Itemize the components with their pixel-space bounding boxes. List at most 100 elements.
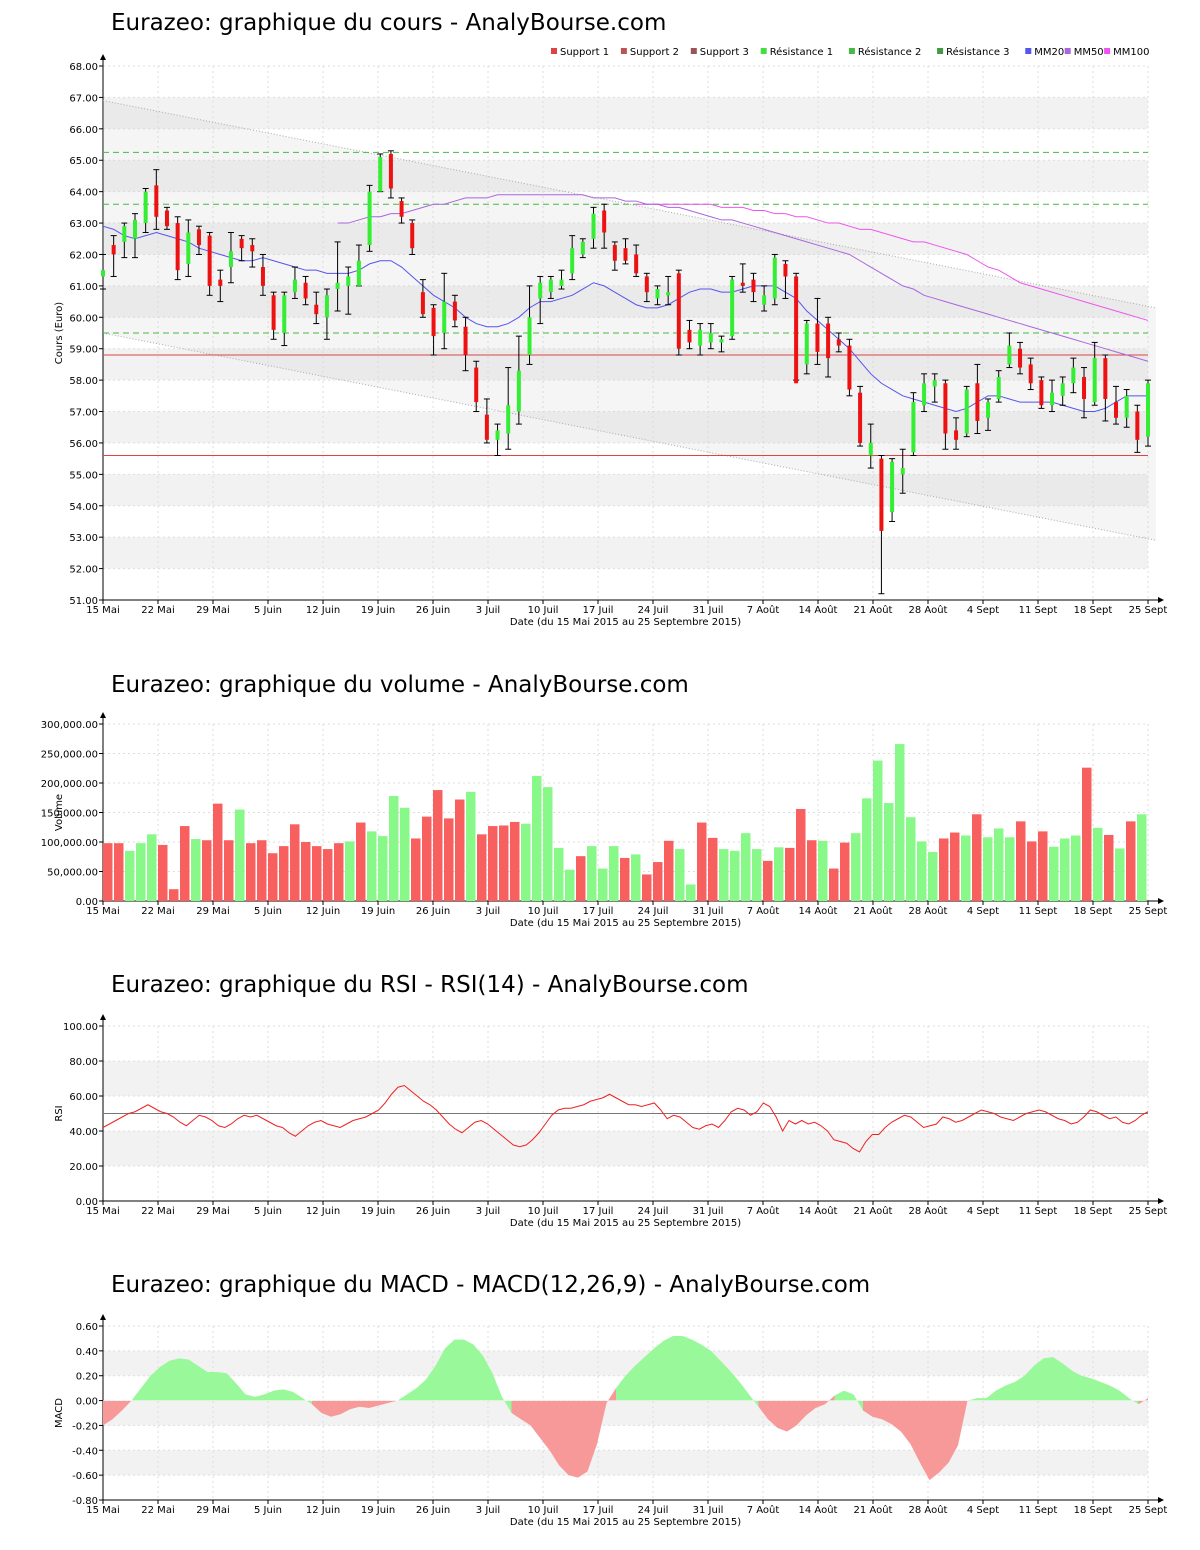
legend-swatch — [937, 48, 944, 54]
volume-bar — [939, 838, 949, 901]
legend-swatch — [848, 48, 855, 54]
candle-body — [900, 468, 905, 475]
legend-swatch — [1064, 48, 1071, 54]
price-xtick-label: 22 Mai — [141, 605, 174, 616]
price-xtick-label: 4 Sept — [967, 605, 999, 616]
rsi-chart-title: Eurazeo: graphique du RSI - RSI(14) - An… — [111, 972, 749, 998]
volume-bar — [235, 809, 245, 901]
volume-bar — [191, 839, 201, 901]
candle-body — [868, 442, 873, 456]
volume-bar — [279, 846, 289, 901]
candle-body — [101, 270, 105, 277]
rsi-xtick-label: 28 Août — [909, 1205, 948, 1217]
volume-bar — [1104, 834, 1114, 901]
price-xtick-label: 14 Août — [799, 604, 838, 616]
price-ytick-label: 64.00 — [69, 188, 98, 199]
volume-bar — [576, 856, 586, 901]
candle-body — [858, 392, 863, 443]
candle-body — [559, 279, 564, 286]
volume-ytick-label: 0.00 — [76, 897, 98, 908]
price-xtick-label: 7 Août — [747, 604, 780, 616]
price-channel-upper — [102, 100, 1156, 309]
candle-body — [175, 223, 180, 271]
candle-body — [1082, 376, 1087, 399]
macd-xtick-label: 29 Mai — [196, 1505, 229, 1516]
candle-body — [996, 376, 1001, 399]
price-ytick-label: 56.00 — [69, 439, 98, 450]
candle-body — [399, 201, 404, 217]
price-chart-title: Eurazeo: graphique du cours - AnalyBours… — [111, 10, 667, 36]
rsi-xtick-label: 26 Juin — [416, 1206, 450, 1217]
price-ytick-label: 52.00 — [69, 565, 98, 576]
legend-entry: Résistance 1 — [770, 46, 833, 58]
macd-negative-area — [758, 1395, 835, 1432]
volume-bar — [763, 860, 773, 901]
macd-xtick-label: 12 Juin — [306, 1505, 340, 1516]
rsi-xtick-label: 10 Juil — [528, 1206, 559, 1217]
volume-bar — [994, 828, 1004, 901]
macd-xtick-label: 31 Juil — [693, 1505, 724, 1516]
volume-bar — [851, 833, 861, 901]
volume-xtick-label: 17 Juil — [583, 906, 614, 917]
rsi-xtick-label: 14 Août — [799, 1205, 838, 1217]
candle-body — [378, 157, 383, 192]
volume-chart: 0.00 50,000.00 100,000.00 150,000.00 200,000… — [41, 712, 1167, 929]
rsi-line — [102, 1084, 1149, 1153]
volume-bar — [213, 803, 223, 901]
volume-bar — [312, 846, 322, 901]
candle-body — [239, 238, 244, 249]
rsi-ytick-label: 0.00 — [76, 1197, 98, 1208]
rsi-xtick-label: 31 Juil — [693, 1206, 724, 1217]
candle-body — [207, 235, 212, 286]
volume-bar — [565, 869, 575, 901]
volume-bar — [840, 842, 850, 901]
volume-bar — [873, 760, 883, 901]
legend-entry: Support 1 — [560, 47, 609, 58]
volume-bar — [1060, 838, 1070, 901]
candle-body — [122, 226, 127, 242]
candle-body — [420, 292, 425, 315]
volume-bar — [169, 889, 179, 901]
price-xtick-label: 5 Juin — [254, 605, 282, 616]
price-xaxis-label: Date (du 15 Mai 2015 au 25 Septembre 201… — [510, 617, 741, 628]
price-band — [103, 348, 1148, 381]
rsi-y-arrow — [100, 1014, 106, 1020]
volume-xtick-label: 28 Août — [909, 905, 948, 917]
macd-chart-title: Eurazeo: graphique du MACD - MACD(12,26,… — [111, 1272, 871, 1298]
legend-entry: MM20 — [1034, 47, 1064, 58]
volume-bar — [257, 840, 267, 901]
volume-bar — [543, 787, 553, 901]
rsi-ytick-label: 20.00 — [69, 1162, 98, 1173]
candle-body — [452, 301, 457, 321]
candle-body — [1135, 411, 1140, 440]
candle-body — [1028, 364, 1033, 384]
macd-xtick-label: 14 Août — [799, 1504, 838, 1516]
candle-body — [250, 245, 255, 252]
candle-body — [1114, 402, 1119, 418]
volume-xtick-label: 10 Juil — [528, 906, 559, 917]
macd-chart: -0.80 -0.60 -0.40 -0.20 0.00 0.20 0.40 0.60 15 M… — [54, 1314, 1167, 1528]
volume-bar — [598, 868, 608, 901]
macd-negative-area — [511, 1388, 616, 1478]
volume-bar — [1038, 831, 1048, 901]
price-ytick-label: 53.00 — [69, 533, 98, 544]
candle-body — [1103, 358, 1108, 399]
candle-body — [762, 295, 767, 305]
macd-positive-area — [616, 1335, 759, 1407]
volume-bar — [609, 846, 619, 901]
candle-body — [954, 430, 959, 440]
candle-body — [164, 210, 169, 227]
price-ytick-label: 68.00 — [69, 62, 98, 73]
price-ytick-label: 66.00 — [69, 125, 98, 136]
price-ytick-label: 67.00 — [69, 93, 98, 104]
macd-xtick-label: 15 Mai — [86, 1505, 119, 1516]
volume-ytick-label: 150,000.00 — [41, 809, 98, 820]
macd-negative-area — [312, 1400, 398, 1417]
volume-bar — [818, 840, 828, 901]
candle-body — [986, 402, 991, 418]
macd-xtick-label: 19 Juin — [361, 1505, 395, 1516]
price-ytick-label: 60.00 — [69, 313, 98, 324]
volume-xtick-label: 11 Sept — [1019, 906, 1058, 917]
legend-entry: MM100 — [1113, 47, 1149, 58]
macd-positive-area — [131, 1358, 312, 1405]
